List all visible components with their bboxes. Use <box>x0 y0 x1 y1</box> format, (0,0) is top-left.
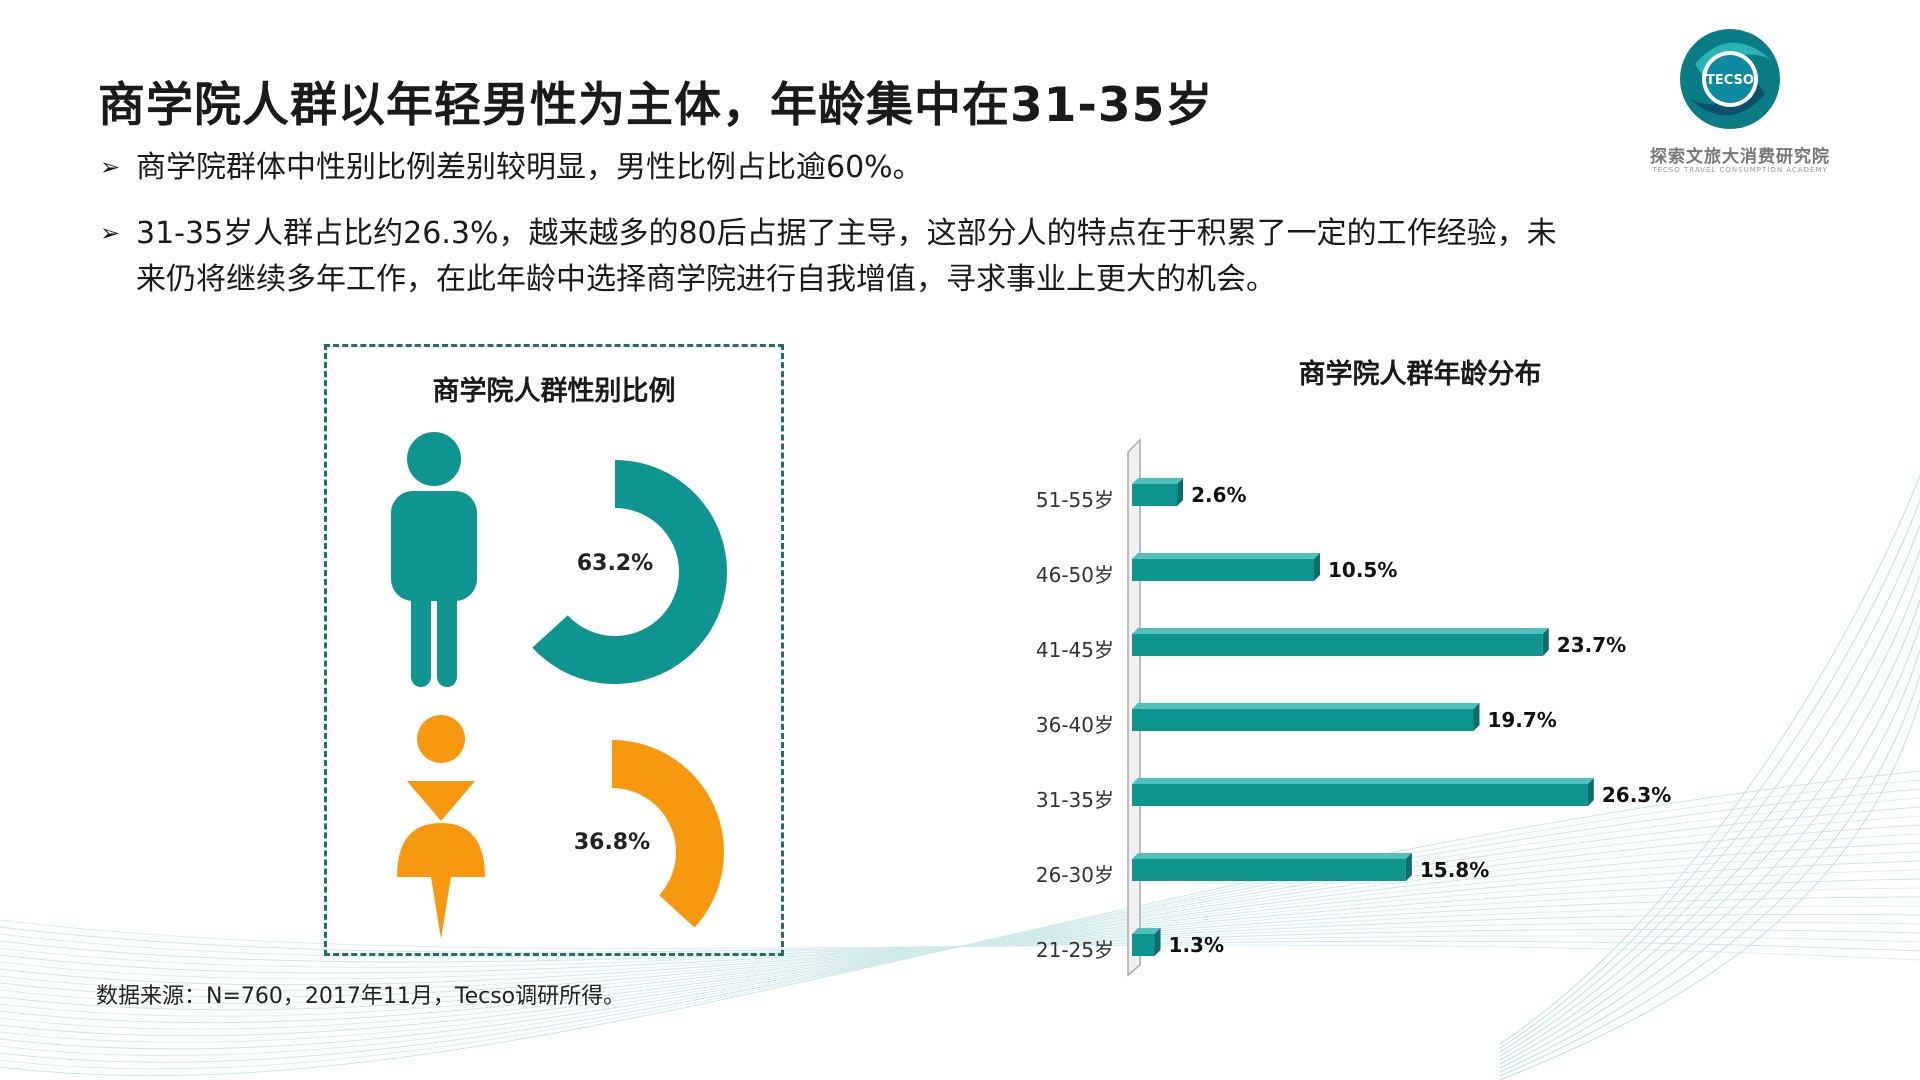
wave-line <box>0 926 1920 953</box>
wave-line <box>1499 574 1920 1061</box>
wave-line <box>0 887 1920 992</box>
bullet-gender-ratio: ➢ 商学院群体中性别比例差别较明显，男性比例占比逾60%。 <box>100 144 923 191</box>
age-value-label: 15.8% <box>1420 858 1489 882</box>
logo-subtitle: TECSO TRAVEL CONSUMPTION ACADEMY <box>1652 166 1828 174</box>
wave-line <box>0 770 1920 1077</box>
age-bar <box>1132 709 1474 731</box>
gender-ratio-chart: 63.2% 36.8% <box>391 432 727 939</box>
age-category-label: 51-55岁 <box>1036 488 1114 512</box>
wave-line <box>0 913 1920 974</box>
age-bar-side <box>1154 928 1161 956</box>
male-percent-label: 63.2% <box>577 551 653 576</box>
age-value-label: 19.7% <box>1487 708 1556 732</box>
age-category-label: 21-25岁 <box>1036 938 1114 962</box>
wave-line <box>0 860 1920 1011</box>
data-source-note: 数据来源：N=760，2017年11月，Tecso调研所得。 <box>96 984 626 1009</box>
wave-line <box>0 919 1920 961</box>
age-bar <box>1132 634 1543 656</box>
bullet-arrow-icon: ➢ <box>100 219 121 247</box>
gender-chart-title: 商学院人群性别比例 <box>432 376 676 407</box>
svg-text:TECSO: TECSO <box>1706 73 1754 88</box>
age-bar-top <box>1132 478 1184 484</box>
bullet-age-summary: ➢ 31-35岁人群占比约26.3%，越来越多的80后占据了主导，这部分人的特点在… <box>100 210 1557 303</box>
age-bar-top <box>1132 703 1480 709</box>
wave-line <box>1499 524 1920 1053</box>
age-value-label: 10.5% <box>1328 558 1397 582</box>
age-bar-top <box>1132 853 1412 859</box>
bullet-text-continued: 来仍将继续多年工作，在此年龄中选择商学院进行自我增值，寻求事业上更大的机会。 <box>136 262 1276 297</box>
age-bar <box>1132 484 1178 506</box>
gender-ratio-panel: 商学院人群性别比例 63.2% 36.8% <box>324 344 784 956</box>
female-percent-label: 36.8% <box>574 830 650 855</box>
wave-line <box>0 933 1920 958</box>
wave-line <box>0 824 1920 1037</box>
wave-line <box>0 878 1920 998</box>
logo-name: 探索文旅大消费研究院 <box>1650 147 1830 167</box>
age-bar-top <box>1132 778 1594 784</box>
age-distribution-chart: 51-55岁 2.6% 46-50岁 10.5% 41-45岁 23.7% 36-40岁 19… <box>1036 438 1671 977</box>
age-value-label: 23.7% <box>1557 633 1626 657</box>
age-value-label: 1.3% <box>1169 933 1224 957</box>
age-bar-top <box>1132 628 1549 634</box>
age-category-label: 41-45岁 <box>1036 638 1114 662</box>
age-category-label: 36-40岁 <box>1036 713 1114 737</box>
wave-line <box>0 797 1920 1057</box>
wave-line <box>0 815 1920 1043</box>
age-chart-title: 商学院人群年龄分布 <box>1298 359 1542 390</box>
wave-line <box>0 928 1920 963</box>
age-value-label: 26.3% <box>1602 783 1671 807</box>
age-bar <box>1132 559 1314 581</box>
age-bar <box>1132 784 1588 806</box>
wave-line <box>0 869 1920 1004</box>
age-bar-side <box>1177 478 1184 506</box>
bullet-text: 商学院群体中性别比例差别较明显，男性比例占比逾60%。 <box>136 150 923 185</box>
wave-line <box>0 788 1920 1063</box>
age-bar-top <box>1132 928 1161 934</box>
wave-line <box>0 779 1920 1070</box>
wave-line <box>0 806 1920 1050</box>
wave-line <box>0 905 1920 980</box>
wave-line <box>1499 624 1920 1069</box>
wave-line <box>1499 674 1920 1077</box>
age-category-label: 46-50岁 <box>1036 563 1114 587</box>
age-category-label: 26-30岁 <box>1036 863 1114 887</box>
wave-line <box>1499 549 1920 1057</box>
wave-line <box>0 921 1920 968</box>
wave-line <box>1499 699 1920 1080</box>
tecso-logo: TECSO 探索文旅大消费研究院 TECSO TRAVEL CONSUMPTIO… <box>1630 24 1850 184</box>
male-share-ring <box>532 460 727 684</box>
female-figure-icon <box>397 715 485 939</box>
wave-line <box>1499 499 1920 1049</box>
age-bar-side <box>1405 853 1412 881</box>
age-bar-side <box>1587 778 1594 806</box>
female-share-ring <box>612 740 724 928</box>
age-value-label: 2.6% <box>1191 483 1246 507</box>
bullet-arrow-icon: ➢ <box>100 153 121 181</box>
bullet-text: 31-35岁人群占比约26.3%，越来越多的80后占据了主导，这部分人的特点在于… <box>136 216 1557 251</box>
page-title: 商学院人群以年轻男性为主体，年龄集中在31-35岁 <box>98 78 1214 133</box>
wave-line <box>1499 474 1920 1045</box>
tecso-logo-icon: TECSO <box>1680 29 1780 129</box>
age-bar-side <box>1542 628 1549 656</box>
wave-line <box>0 833 1920 1030</box>
age-bar <box>1132 934 1155 956</box>
wave-line <box>0 842 1920 1024</box>
wave-line <box>1499 649 1920 1073</box>
age-category-label: 31-35岁 <box>1036 788 1114 812</box>
wave-line <box>0 851 1920 1017</box>
age-bar-side <box>1314 553 1320 581</box>
wave-line <box>1499 599 1920 1065</box>
wave-line <box>0 896 1920 986</box>
male-figure-icon <box>391 432 477 687</box>
age-bar-side <box>1473 703 1480 731</box>
age-bar <box>1132 859 1406 881</box>
age-bar-top <box>1132 553 1320 559</box>
